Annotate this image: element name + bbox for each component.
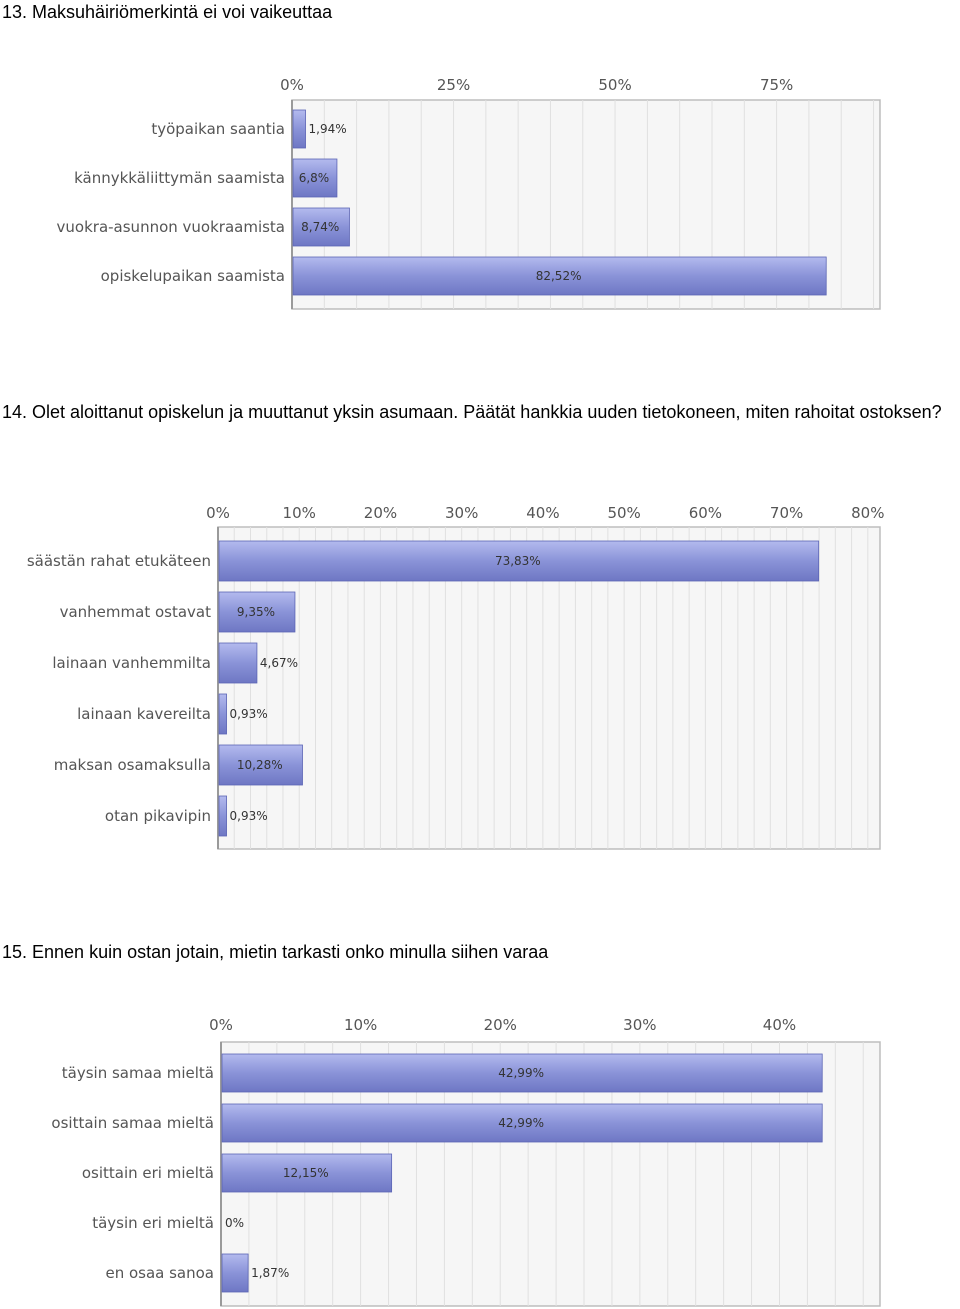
bar <box>218 591 296 633</box>
chart-question-14: 0% 10% 20% 30% 40% 50% 60% 70% 80% säästän rahat … <box>27 504 884 850</box>
value-label: 6,8% <box>299 171 330 185</box>
bar <box>218 642 258 684</box>
question-14-title: 14. Olet aloittanut opiskelun ja muuttan… <box>2 402 942 422</box>
x-tick-label: 30% <box>623 1016 656 1034</box>
x-tick-label: 40% <box>763 1016 796 1034</box>
category-label: osittain samaa mieltä <box>51 1114 214 1132</box>
bar <box>218 744 303 786</box>
question-15-title: 15. Ennen kuin ostan jotain, mietin tark… <box>2 942 549 962</box>
x-tick-label: 0% <box>206 504 230 522</box>
x-tick-label: 30% <box>445 504 478 522</box>
bar <box>221 1103 823 1143</box>
bar <box>292 207 350 247</box>
x-tick-label: 60% <box>689 504 722 522</box>
x-tick-label: 40% <box>526 504 559 522</box>
x-tick-label: 10% <box>344 1016 377 1034</box>
bar <box>221 1053 823 1093</box>
value-label: 1,87% <box>251 1266 289 1280</box>
x-tick-label: 70% <box>770 504 803 522</box>
x-tick-label: 80% <box>851 504 884 522</box>
bar <box>218 795 227 837</box>
bar <box>221 1253 249 1293</box>
category-label: en osaa sanoa <box>105 1264 214 1282</box>
value-label: 82,52% <box>536 269 582 283</box>
category-label: säästän rahat etukäteen <box>27 552 211 570</box>
value-label: 0% <box>225 1216 244 1230</box>
x-tick-label: 0% <box>209 1016 233 1034</box>
category-label: opiskelupaikan saamista <box>101 267 285 285</box>
x-tick-label: 50% <box>598 76 631 94</box>
value-label: 73,83% <box>495 554 541 568</box>
bar <box>292 256 827 296</box>
bar <box>292 158 338 198</box>
x-tick-label: 20% <box>364 504 397 522</box>
category-label: otan pikavipin <box>105 807 211 825</box>
value-label: 10,28% <box>237 758 283 772</box>
value-label: 0,93% <box>230 707 268 721</box>
category-label: vanhemmat ostavat <box>60 603 212 621</box>
category-label: täysin samaa mieltä <box>62 1064 214 1082</box>
chart-question-13: 0% 25% 50% 75% työpaikan saantia 1,94% kännykk… <box>57 76 881 310</box>
question-13-title: 13. Maksuhäiriömerkintä ei voi vaikeutta… <box>2 2 333 22</box>
category-label: osittain eri mieltä <box>82 1164 214 1182</box>
value-label: 42,99% <box>498 1066 544 1080</box>
x-tick-label: 50% <box>607 504 640 522</box>
bar <box>292 109 306 149</box>
x-tick-label: 75% <box>760 76 793 94</box>
value-label: 4,67% <box>260 656 298 670</box>
category-label: vuokra-asunnon vuokraamista <box>57 218 285 236</box>
category-label: työpaikan saantia <box>151 120 285 138</box>
bar <box>221 1153 393 1193</box>
value-label: 12,15% <box>283 1166 329 1180</box>
value-label: 9,35% <box>237 605 275 619</box>
x-tick-label: 20% <box>484 1016 517 1034</box>
value-label: 1,94% <box>309 122 347 136</box>
value-label: 0,93% <box>230 809 268 823</box>
category-label: lainaan kavereilta <box>77 705 211 723</box>
category-label: kännykkäliittymän saamista <box>74 169 285 187</box>
value-label: 8,74% <box>301 220 339 234</box>
bar <box>218 540 820 582</box>
category-label: lainaan vanhemmilta <box>52 654 211 672</box>
value-label: 42,99% <box>498 1116 544 1130</box>
bar <box>218 693 227 735</box>
category-label: maksan osamaksulla <box>54 756 211 774</box>
category-label: täysin eri mieltä <box>92 1214 214 1232</box>
x-tick-label: 0% <box>280 76 304 94</box>
x-tick-label: 25% <box>437 76 470 94</box>
x-tick-label: 10% <box>283 504 316 522</box>
chart-question-15: 0% 10% 20% 30% 40% täysin samaa mieltä 42,99% o… <box>51 1016 881 1307</box>
